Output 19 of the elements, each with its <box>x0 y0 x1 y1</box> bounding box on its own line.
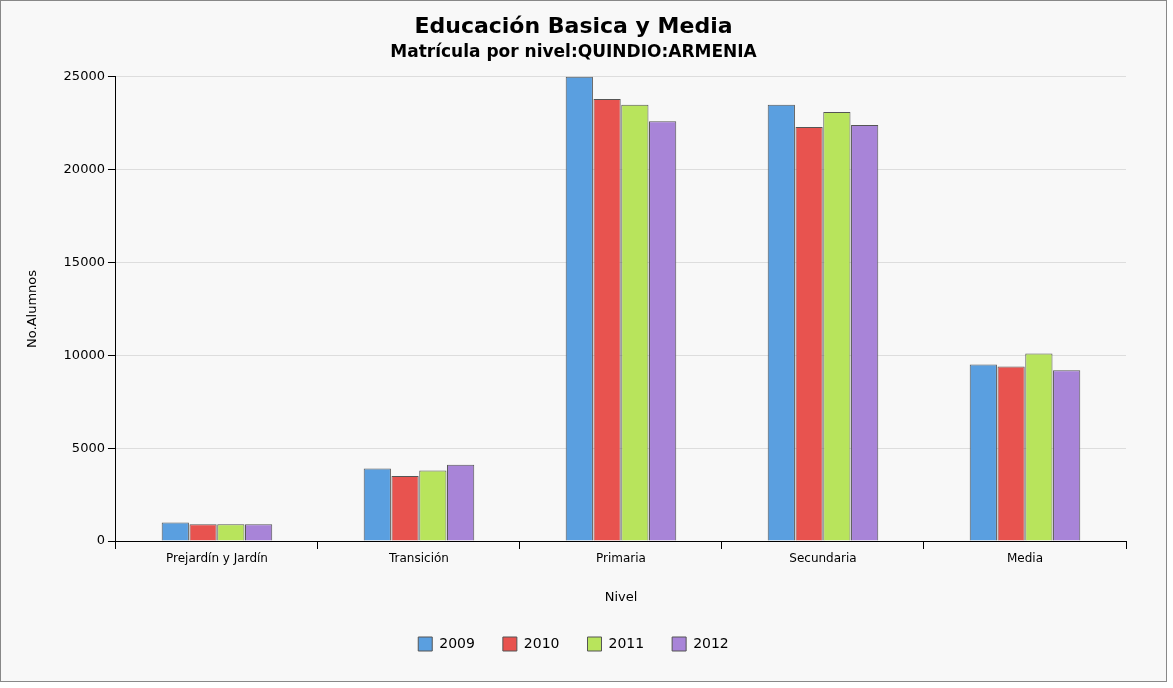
x-axis-title: Nivel <box>604 588 638 604</box>
x-tick-label: Prejardín y Jardín <box>165 551 268 566</box>
legend-label: 2012 <box>693 634 729 651</box>
legend-label: 2009 <box>439 634 475 651</box>
x-tick-label: Transición <box>388 551 449 566</box>
y-tick-label: 20000 <box>63 161 105 177</box>
legend-label: 2011 <box>608 634 645 651</box>
chart-title: Educación Basica y Media <box>414 12 733 38</box>
x-tick-label: Secundaria <box>789 551 857 566</box>
y-tick-label: 10000 <box>63 346 105 362</box>
y-axis-title: No.Alumnos <box>24 269 40 348</box>
y-tick-label: 5000 <box>71 439 105 455</box>
y-tick-label: 0 <box>96 532 105 548</box>
x-tick-label: Media <box>1006 551 1044 566</box>
y-tick-label: 15000 <box>63 253 105 269</box>
x-tick-label: Primaria <box>595 551 646 566</box>
legend-label: 2010 <box>523 634 560 651</box>
y-tick-label: 25000 <box>63 68 105 84</box>
chart-subtitle: Matrícula por nivel:QUINDIO:ARMENIA <box>390 41 758 62</box>
